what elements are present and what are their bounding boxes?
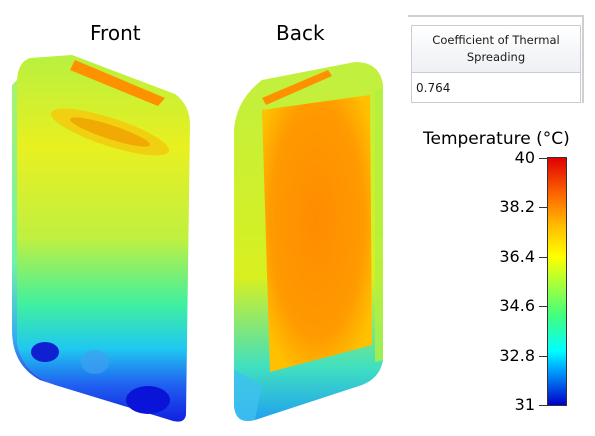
coefficient-header-line2: Spreading [466,50,526,64]
colorbar-tick [539,405,547,406]
back-view-label: Back [276,21,325,45]
colorbar-tick-label: 40 [514,148,535,167]
temperature-colorbar [547,157,567,406]
back-phone [234,62,383,421]
coefficient-header-line1: Coefficient of Thermal [432,33,560,47]
coefficient-header: Coefficient of Thermal Spreading [411,25,581,73]
colorbar-tick [539,355,547,357]
front-view-label: Front [90,21,141,45]
colorbar-tick [539,207,547,209]
colorbar-tick [539,158,547,159]
colorbar-tick [539,306,547,308]
coefficient-table: Coefficient of Thermal Spreading 0.764 [408,15,584,103]
colorbar-tick-label: 34.6 [499,296,535,316]
colorbar-tick [539,256,547,258]
colorbar-tick-label: 36.4 [499,246,535,266]
legend-title: Temperature (°C) [423,129,570,149]
colorbar-tick-label: 32.8 [499,345,535,365]
colorbar-tick-label: 38.2 [499,197,535,217]
front-phone [12,55,190,422]
coefficient-value: 0.764 [411,73,581,103]
colorbar-tick-label: 31 [514,395,535,414]
